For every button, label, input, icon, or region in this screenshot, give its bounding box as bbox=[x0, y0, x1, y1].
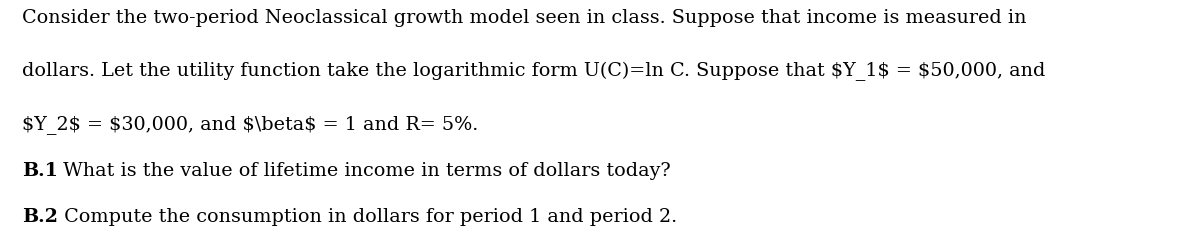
Text: What is the value of lifetime income in terms of dollars today?: What is the value of lifetime income in … bbox=[58, 161, 671, 179]
Text: Compute the consumption in dollars for period 1 and period 2.: Compute the consumption in dollars for p… bbox=[58, 208, 677, 226]
Text: B.2: B.2 bbox=[22, 208, 58, 226]
Text: Consider the two-period Neoclassical growth model seen in class. Suppose that in: Consider the two-period Neoclassical gro… bbox=[22, 9, 1026, 27]
Text: dollars. Let the utility function take the logarithmic form U(C)=ln C. Suppose t: dollars. Let the utility function take t… bbox=[22, 62, 1045, 81]
Text: B.1: B.1 bbox=[22, 161, 58, 179]
Text: $Y_2$ = $30,000, and $\beta$ = 1 and R= 5%.: $Y_2$ = $30,000, and $\beta$ = 1 and R= … bbox=[22, 115, 478, 134]
